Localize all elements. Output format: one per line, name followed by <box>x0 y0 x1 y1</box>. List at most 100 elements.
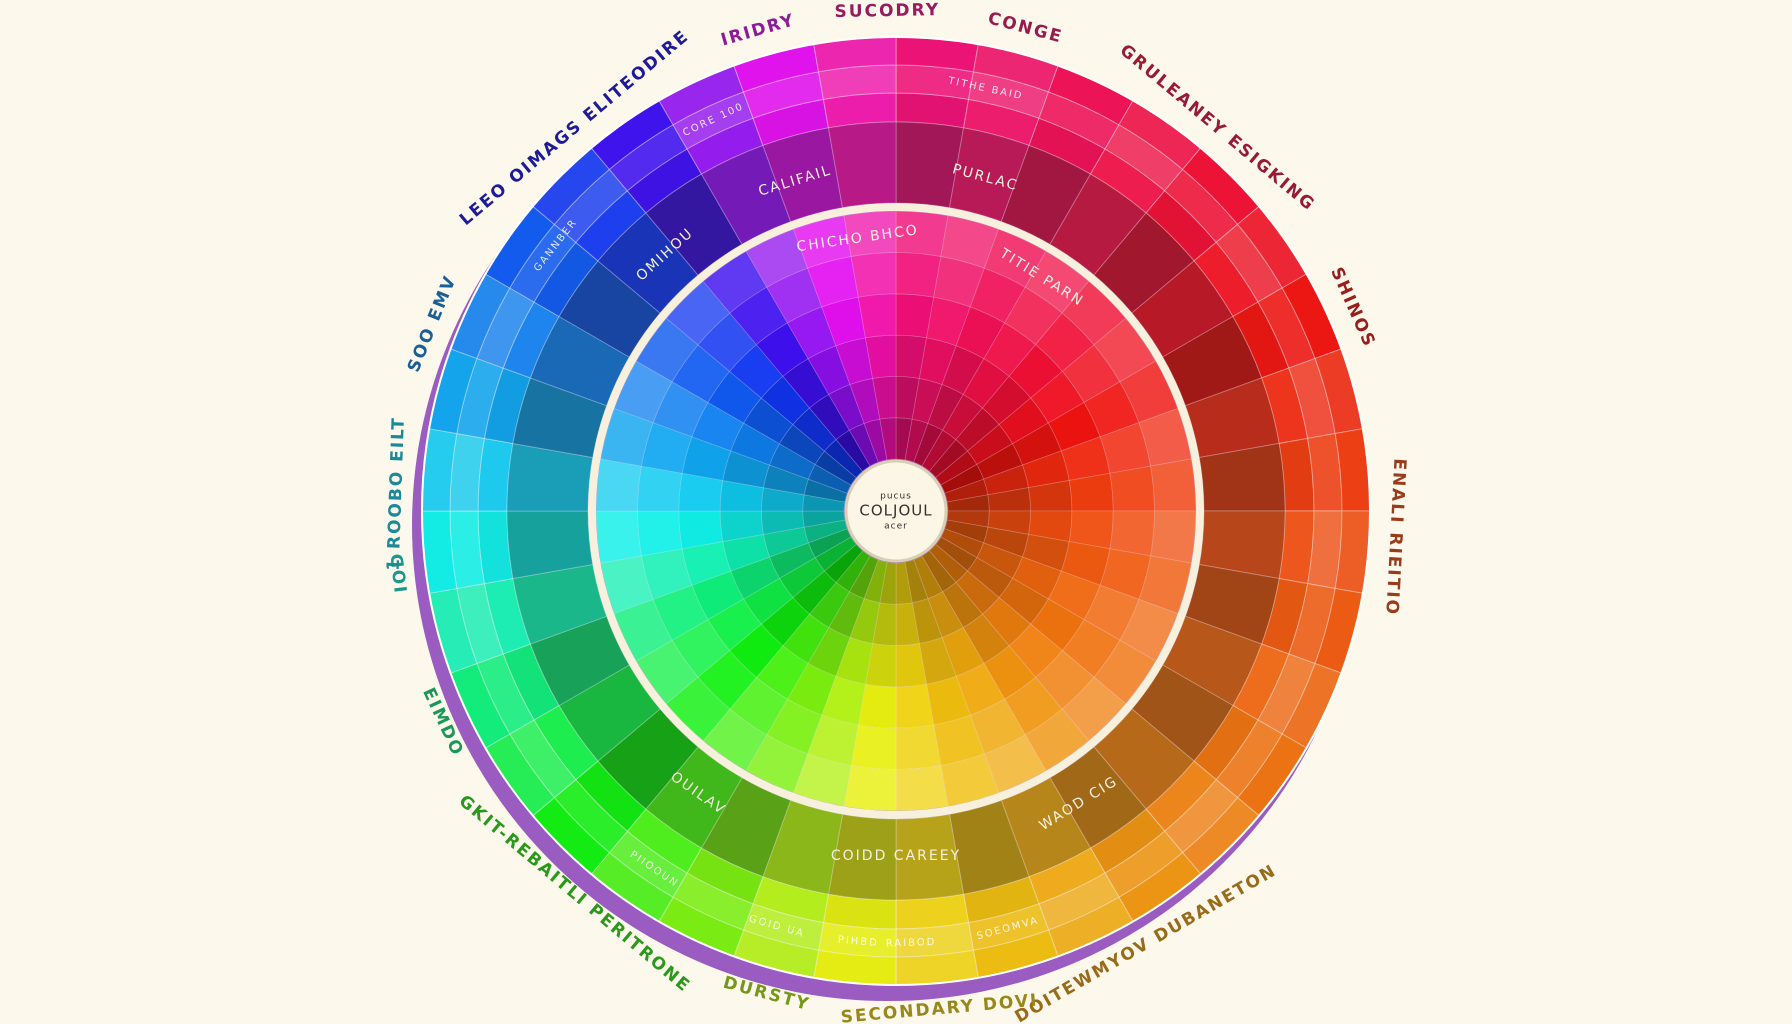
inner-cell <box>944 519 989 544</box>
inner-cell <box>707 370 762 424</box>
outer-label: SUCODRY <box>834 0 940 22</box>
inner-cell <box>1008 623 1063 678</box>
inner-cell <box>778 423 826 465</box>
outer-cell <box>742 903 824 951</box>
center-text: acer <box>884 522 908 532</box>
inner-cell <box>843 765 897 812</box>
inner-cell <box>879 417 897 461</box>
inner-cell <box>864 334 897 379</box>
inner-cell <box>823 543 864 584</box>
inner-cell <box>848 555 879 600</box>
inner-cell <box>782 358 830 409</box>
inner-cell <box>935 450 978 486</box>
inner-cell <box>803 519 848 544</box>
inner-cell <box>665 280 731 346</box>
inner-cell <box>895 724 942 770</box>
inner-cell <box>913 422 944 467</box>
inner-cell <box>850 252 897 298</box>
inner-cell <box>722 450 771 489</box>
inner-cell <box>895 252 942 298</box>
inner-cell <box>743 397 794 445</box>
outer-label: IOD <box>387 550 412 593</box>
inner-cell <box>895 334 928 379</box>
inner-cell <box>942 393 984 441</box>
outer-cell <box>1257 653 1316 735</box>
inner-cell <box>848 422 879 467</box>
inner-cell <box>782 613 830 664</box>
center-disc <box>844 459 948 563</box>
outer-cell <box>817 64 897 100</box>
inner-cell <box>681 541 732 586</box>
white-ring <box>588 203 1204 819</box>
outer-cell <box>817 922 897 958</box>
outer-cell <box>1257 287 1316 369</box>
inner-cell <box>778 557 826 599</box>
inner-cell <box>1150 510 1197 564</box>
inner-cell <box>1068 472 1114 512</box>
inner-cell <box>808 393 850 441</box>
inner-cell <box>1061 280 1127 346</box>
inner-cell <box>835 636 874 685</box>
inner-cell <box>872 375 897 420</box>
inner-cell <box>928 543 969 584</box>
cell-label: RAIBOD <box>886 937 937 950</box>
inner-cell <box>745 734 809 794</box>
inner-cell <box>637 510 683 557</box>
inner-cell <box>895 210 949 257</box>
inner-cell <box>766 698 823 755</box>
inner-cell <box>1012 422 1062 466</box>
inner-cell <box>671 344 731 403</box>
inner-cell <box>681 436 732 481</box>
inner-cell <box>652 381 709 438</box>
inner-cell <box>918 337 957 386</box>
inner-cell <box>1024 250 1090 314</box>
outer-cell <box>449 432 485 512</box>
inner-cell <box>665 676 731 742</box>
inner-cell <box>1109 465 1155 512</box>
inner-cell <box>1061 344 1121 403</box>
inner-cell <box>983 228 1047 288</box>
inner-cell <box>835 550 871 593</box>
inner-cell <box>803 478 848 503</box>
inner-cell <box>678 510 724 550</box>
inner-cell <box>691 401 745 452</box>
inner-cell <box>1138 555 1192 615</box>
outer-cell <box>509 223 577 303</box>
inner-cell <box>808 581 850 629</box>
inner-cell <box>926 675 971 726</box>
inner-cell <box>921 429 957 472</box>
inner-cell <box>1028 510 1073 543</box>
inner-cell <box>821 675 866 726</box>
outer-cell <box>456 357 504 439</box>
ring-label: COIDD CAREEY <box>831 848 961 864</box>
inner-cell <box>863 559 888 604</box>
inner-cell <box>940 528 985 559</box>
inner-cell <box>792 753 852 807</box>
inner-cell <box>969 267 1026 324</box>
inner-cell <box>1047 401 1101 452</box>
inner-cell <box>983 526 1030 558</box>
inner-cell <box>762 464 809 496</box>
inner-cell <box>850 724 897 770</box>
inner-cell <box>807 463 852 494</box>
inner-cell <box>613 360 673 424</box>
inner-cell <box>942 581 984 629</box>
inner-cell <box>786 662 837 716</box>
inner-cell <box>921 550 957 593</box>
inner-cell <box>928 438 969 479</box>
outer-cell <box>1038 91 1120 150</box>
outer-cell <box>476 287 535 369</box>
inner-cell <box>911 377 943 424</box>
inner-cell <box>987 510 1032 535</box>
inner-cell <box>1119 598 1179 662</box>
outer-cell <box>672 872 754 931</box>
inner-cell <box>1030 370 1085 424</box>
inner-cell <box>1035 312 1095 372</box>
inner-cell <box>926 296 971 347</box>
outer-cell <box>608 830 688 898</box>
inner-cell <box>835 429 871 472</box>
inner-cell <box>895 683 935 729</box>
inner-cell <box>755 645 809 700</box>
inner-cell <box>766 267 823 324</box>
inner-cell <box>637 465 683 512</box>
